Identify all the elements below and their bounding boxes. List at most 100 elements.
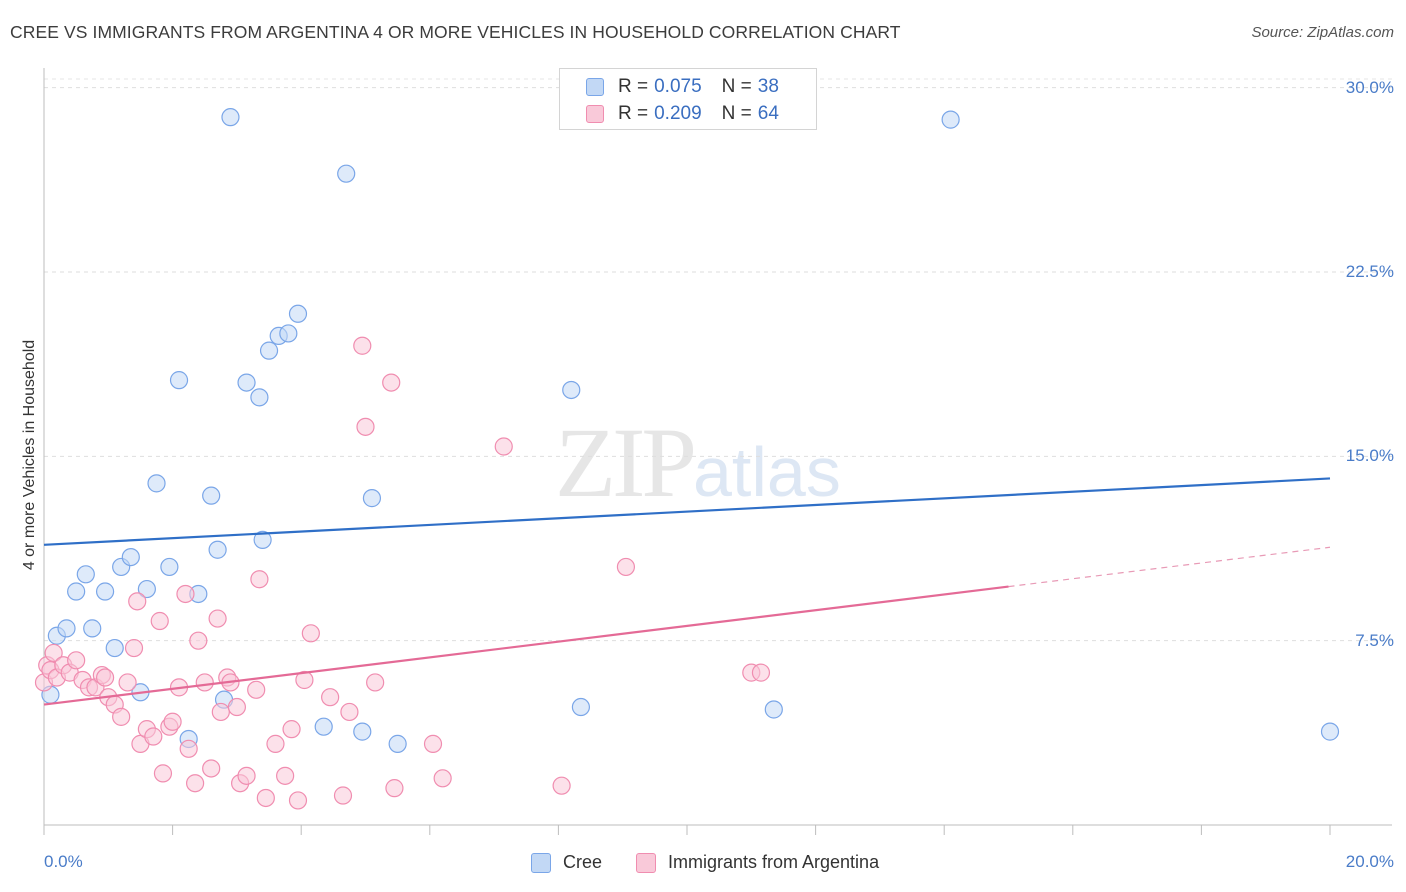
cree-point-4 <box>76 565 95 584</box>
source-label: Source: ZipAtlas.com <box>1251 24 1394 41</box>
argentina-point-46 <box>288 791 308 810</box>
cree-point-24 <box>259 341 279 360</box>
cree-point-34 <box>571 697 591 717</box>
argentina-point-63 <box>751 663 771 682</box>
watermark-atlas: atlas <box>693 433 841 511</box>
y-axis-label: 4 or more Vehicles in Household <box>21 339 38 571</box>
argentina-point-42 <box>256 788 275 808</box>
argentina-point-51 <box>340 702 359 722</box>
cree-point-5 <box>83 619 102 638</box>
stats-legend-row-cree: R = 0.075 N = 38 <box>586 75 779 99</box>
argentina-point-25 <box>163 712 182 731</box>
n-label: N = <box>721 76 752 97</box>
axes <box>43 68 1392 835</box>
cree-point-26 <box>279 324 298 343</box>
cree-point-13 <box>160 557 179 577</box>
y-tick-label-3: 30.0% <box>1345 77 1394 97</box>
cree-point-6 <box>95 582 115 601</box>
argentina-swatch <box>586 105 604 123</box>
argentina-point-17 <box>124 638 144 658</box>
argentina-point-12 <box>95 668 115 687</box>
argentina-point-43 <box>266 734 285 753</box>
cree-point-20 <box>221 108 240 127</box>
argentina-points <box>34 336 771 810</box>
legend-item-argentina: Immigrants from Argentina <box>636 852 879 873</box>
stats-legend-row-argentina: R = 0.209 N = 64 <box>586 102 779 126</box>
x-tick-label-max: 20.0% <box>1345 852 1394 871</box>
argentina-point-41 <box>250 570 269 589</box>
argentina-point-54 <box>366 673 385 692</box>
argentina-point-39 <box>237 766 256 785</box>
cree-point-14 <box>169 371 189 390</box>
argentina-point-7 <box>67 651 86 670</box>
n-value: 64 <box>757 103 779 124</box>
cree-point-30 <box>353 722 372 741</box>
argentina-trend-extension <box>1008 546 1331 588</box>
argentina-point-49 <box>321 688 340 707</box>
argentina-point-30 <box>189 631 208 650</box>
argentina-point-60 <box>552 776 571 795</box>
y-tick-label-1: 15.0% <box>1345 446 1394 466</box>
cree-point-17 <box>202 486 221 505</box>
argentina-point-32 <box>202 759 221 778</box>
argentina-point-59 <box>494 437 513 456</box>
cree-trend-line <box>43 477 1331 546</box>
n-value: 38 <box>757 76 779 97</box>
argentina-point-15 <box>112 707 131 726</box>
argentina-point-56 <box>385 779 404 798</box>
argentina-point-23 <box>153 764 173 783</box>
cree-point-7 <box>105 638 124 658</box>
cree-point-28 <box>314 717 333 736</box>
cree-point-33 <box>562 380 581 400</box>
r-label: R = <box>618 76 649 97</box>
argentina-point-61 <box>616 557 636 577</box>
argentina-point-37 <box>227 697 246 717</box>
stats-legend: R = 0.075 N = 38 R = 0.209 N = 64 <box>559 68 817 130</box>
cree-point-36 <box>941 110 960 129</box>
legend-item-cree: Cree <box>531 852 602 873</box>
cree-point-3 <box>67 582 86 601</box>
argentina-point-40 <box>247 680 266 699</box>
r-label: R = <box>618 103 649 124</box>
argentina-point-45 <box>282 720 301 739</box>
argentina-point-28 <box>179 739 198 758</box>
argentina-point-50 <box>333 786 353 805</box>
argentina-point-3 <box>44 643 63 663</box>
cree-point-12 <box>147 474 166 493</box>
argentina-point-58 <box>433 769 452 788</box>
cree-point-18 <box>208 540 227 559</box>
cree-point-11 <box>137 579 156 599</box>
cree-point-35 <box>764 700 783 719</box>
r-value: 0.075 <box>654 76 702 97</box>
argentina-legend-swatch <box>636 852 656 873</box>
cree-point-32 <box>388 734 407 753</box>
argentina-point-18 <box>128 592 147 611</box>
argentina-point-34 <box>211 702 230 722</box>
y-tick-label-2: 22.5% <box>1345 261 1394 281</box>
cree-point-22 <box>250 388 269 407</box>
argentina-point-33 <box>208 609 227 628</box>
series-legend: Cree Immigrants from Argentina <box>0 852 1406 878</box>
n-label: N = <box>721 103 752 124</box>
cree-point-27 <box>288 304 308 323</box>
argentina-point-16 <box>118 673 137 692</box>
cree-point-31 <box>362 489 382 508</box>
zipatlas-watermark: ZIPatlas <box>555 405 841 520</box>
argentina-point-22 <box>150 611 169 631</box>
cree-point-29 <box>337 164 356 183</box>
y-tick-label-0: 7.5% <box>1355 630 1394 650</box>
argentina-point-21 <box>144 727 163 746</box>
argentina-point-31 <box>195 673 214 692</box>
cree-legend-swatch <box>531 852 551 873</box>
chart-title: CREE VS IMMIGRANTS FROM ARGENTINA 4 OR M… <box>10 22 901 42</box>
argentina-point-27 <box>176 584 195 604</box>
r-value: 0.209 <box>654 103 702 124</box>
cree-point-21 <box>237 373 256 392</box>
argentina-point-57 <box>423 734 443 753</box>
cree-point-37 <box>1320 722 1340 741</box>
cree-point-23 <box>253 530 272 549</box>
cree-points <box>41 108 1340 753</box>
legend-label-cree: Cree <box>563 852 603 872</box>
watermark-zip: ZIP <box>555 407 697 518</box>
cree-point-9 <box>121 548 140 567</box>
